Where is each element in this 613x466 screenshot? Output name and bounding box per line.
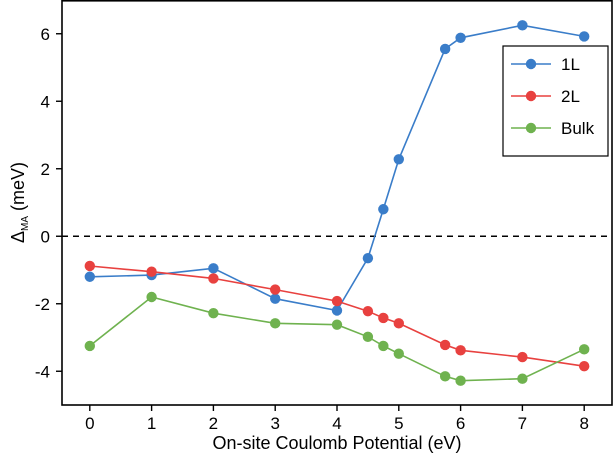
data-point-2l bbox=[439, 339, 451, 351]
legend: 1L 2L Bulk bbox=[502, 45, 609, 157]
series-2l bbox=[84, 260, 590, 372]
x-tick-label: 1 bbox=[147, 414, 156, 433]
series-line-2l bbox=[89, 265, 585, 367]
data-point-1l bbox=[331, 305, 343, 316]
legend-item-bulk: Bulk bbox=[511, 119, 595, 138]
y-tick-label: -4 bbox=[35, 362, 50, 381]
legend-item-1l: 1L bbox=[511, 55, 580, 74]
series-line-bulk bbox=[89, 296, 585, 382]
x-tick-label: 4 bbox=[332, 414, 341, 433]
data-point-1l bbox=[208, 263, 219, 274]
y-axis-label: ΔMA (meV) bbox=[8, 162, 31, 243]
data-point-bulk bbox=[393, 348, 404, 359]
data-point-bulk bbox=[362, 331, 374, 343]
data-point-2l bbox=[455, 345, 466, 356]
legend-label: 2L bbox=[561, 87, 580, 106]
x-tick-label: 2 bbox=[209, 414, 218, 433]
x-tick-label: 5 bbox=[394, 414, 403, 433]
legend-swatch-marker bbox=[525, 122, 537, 134]
data-point-1l bbox=[455, 32, 466, 43]
y-axis-label-unit: (meV) bbox=[8, 162, 28, 216]
y-tick-label: 2 bbox=[41, 160, 50, 179]
data-point-bulk bbox=[378, 340, 389, 352]
data-point-2l bbox=[208, 273, 219, 284]
data-point-2l bbox=[517, 351, 528, 363]
series-bulk bbox=[84, 291, 590, 386]
legend-label: Bulk bbox=[561, 119, 595, 138]
y-tick-label: -2 bbox=[35, 295, 50, 314]
data-point-2l bbox=[331, 295, 343, 307]
legend-swatch-marker bbox=[525, 90, 537, 102]
y-tick-label: 6 bbox=[41, 25, 50, 44]
legend-swatch-marker bbox=[525, 58, 537, 70]
data-point-2l bbox=[146, 266, 157, 277]
data-point-bulk bbox=[578, 344, 590, 355]
y-tick-label: 4 bbox=[41, 92, 50, 111]
data-point-2l bbox=[378, 312, 389, 324]
series-1l bbox=[84, 20, 590, 316]
data-point-bulk bbox=[331, 319, 343, 330]
data-point-1l bbox=[393, 154, 404, 165]
legend-label: 1L bbox=[561, 55, 580, 74]
x-tick-label: 7 bbox=[518, 414, 527, 433]
data-point-1l bbox=[578, 31, 590, 42]
series-line-1l bbox=[89, 24, 585, 312]
legend-item-2l: 2L bbox=[511, 87, 580, 106]
series-layer bbox=[84, 20, 590, 386]
data-point-bulk bbox=[517, 373, 528, 384]
data-point-bulk bbox=[84, 340, 96, 352]
axes-layer: 0 1 2 3 4 5 6 7 8 -4 -2 0 2 4 6 bbox=[35, 25, 589, 433]
data-point-2l bbox=[362, 305, 374, 317]
legend-box bbox=[502, 45, 609, 157]
data-point-1l bbox=[270, 293, 281, 304]
x-tick-label: 3 bbox=[270, 414, 279, 433]
data-point-2l bbox=[578, 360, 590, 372]
data-point-1l bbox=[84, 271, 96, 282]
data-point-bulk bbox=[146, 291, 157, 303]
data-point-bulk bbox=[270, 318, 281, 329]
data-point-bulk bbox=[208, 308, 219, 319]
x-tick-label: 8 bbox=[579, 414, 588, 433]
y-axis-label-main: Δ bbox=[8, 231, 28, 243]
x-tick-label: 0 bbox=[85, 414, 94, 433]
data-point-1l bbox=[517, 20, 528, 31]
data-point-1l bbox=[362, 252, 374, 264]
data-point-bulk bbox=[455, 375, 466, 386]
x-axis-label: On-site Coulomb Potential (eV) bbox=[212, 433, 461, 453]
data-point-1l bbox=[378, 204, 389, 215]
data-point-2l bbox=[84, 260, 96, 272]
data-point-2l bbox=[393, 318, 404, 329]
data-point-1l bbox=[439, 43, 451, 55]
data-point-bulk bbox=[439, 371, 451, 382]
y-tick-label: 0 bbox=[41, 227, 50, 246]
y-axis-label-subscript: MA bbox=[20, 216, 31, 231]
data-point-2l bbox=[270, 284, 281, 295]
x-tick-label: 6 bbox=[456, 414, 465, 433]
